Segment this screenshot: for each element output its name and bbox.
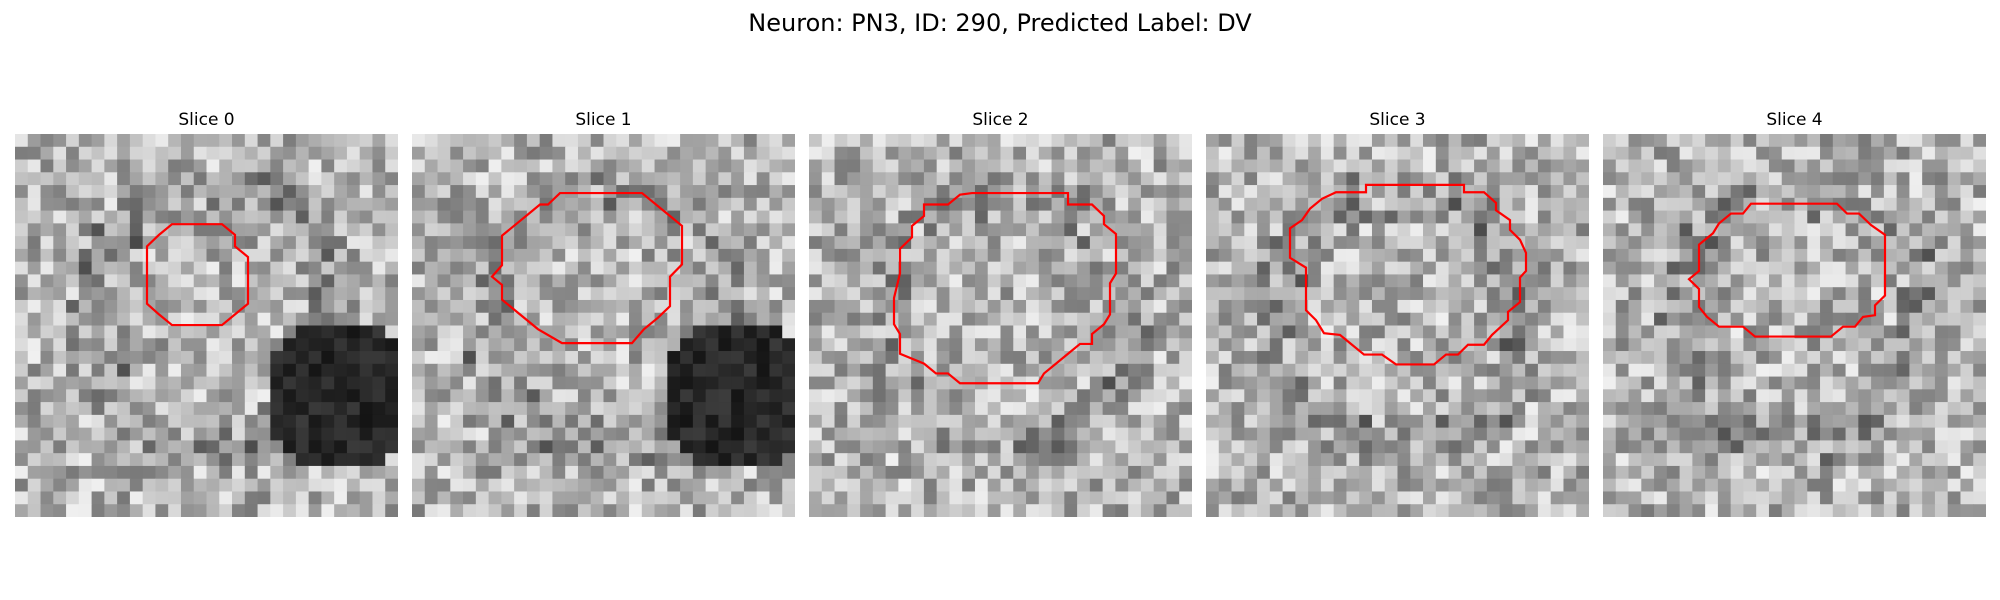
roi-contour [490,191,684,345]
slice-image [1206,134,1589,517]
slice-image [1603,134,1986,517]
panel-title: Slice 0 [178,110,235,130]
slice-image [809,134,1192,517]
panel-title: Slice 2 [972,110,1029,130]
panel-slice-4: Slice 4 [1603,108,1986,517]
panel-title: Slice 4 [1766,110,1823,130]
panel-slice-1: Slice 1 [412,108,795,517]
panel-title: Slice 3 [1369,110,1426,130]
slice-image [412,134,795,517]
roi-contour [892,191,1118,385]
roi-contour [1687,202,1887,338]
roi-contour [145,223,250,327]
figure-title: Neuron: PN3, ID: 290, Predicted Label: D… [748,9,1252,37]
panel-slice-2: Slice 2 [809,108,1192,517]
roi-contour [1288,183,1528,366]
slice-image [15,134,398,517]
panel-slice-0: Slice 0 [15,108,398,517]
panel-title: Slice 1 [575,110,632,130]
panel-slice-3: Slice 3 [1206,108,1589,517]
